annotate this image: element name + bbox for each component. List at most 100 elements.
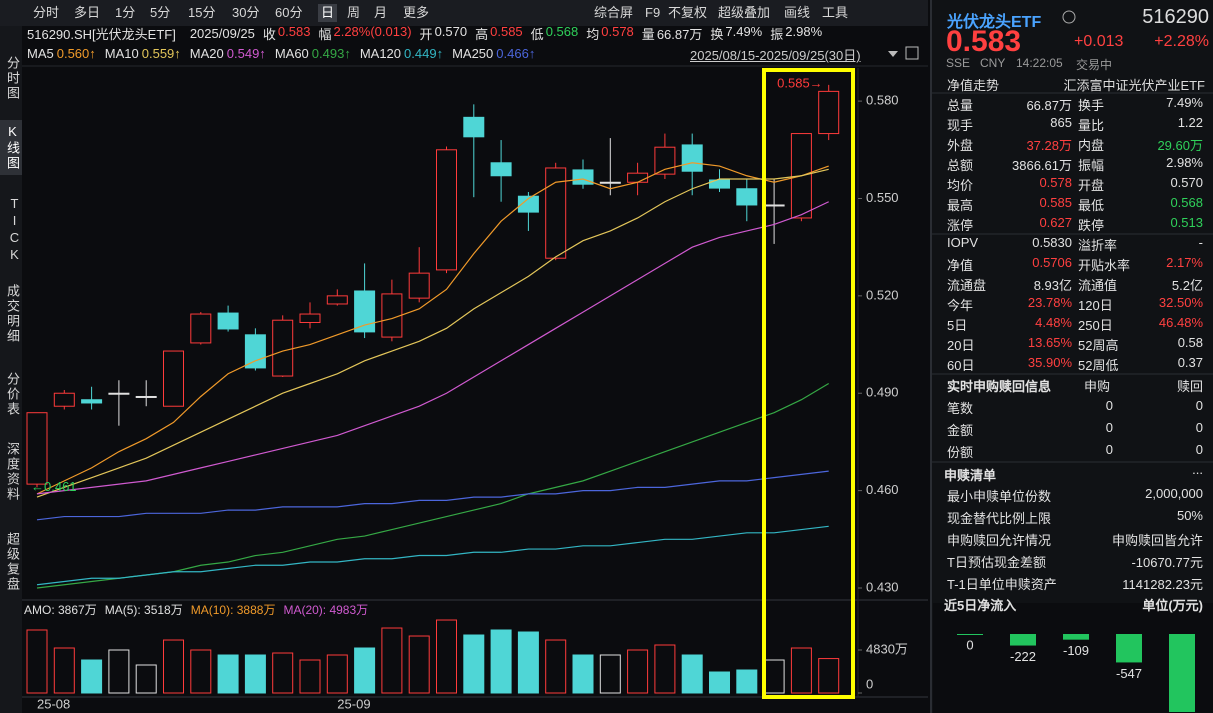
stat-value: 0.570 (1170, 175, 1203, 190)
range-dropdown[interactable] (888, 51, 898, 57)
stat-value: 1.22 (1177, 115, 1203, 130)
subscription-value: 0 (1105, 420, 1113, 435)
side-tab[interactable]: 深度资料 (5, 442, 20, 502)
volume-bar (517, 631, 539, 694)
volume-bar (190, 649, 212, 694)
volume-bar (326, 654, 348, 694)
period-button[interactable]: 日 (318, 4, 338, 22)
price-change-pct: +2.28% (1154, 33, 1209, 50)
period-button[interactable]: 周 (347, 5, 361, 20)
tool-button[interactable]: 超级叠加 (718, 5, 771, 20)
stat-value: 7.49% (1166, 95, 1203, 110)
stat-label: 均价 (947, 178, 974, 193)
stat-label: 流通盘 (947, 278, 987, 293)
volume-bar (408, 635, 430, 694)
ma-legend-item: MA250 0.466↑ (452, 46, 535, 61)
tool-button[interactable]: 不复权 (668, 5, 708, 20)
ma-line (36, 470, 829, 521)
period-button[interactable]: 15分 (188, 5, 216, 20)
volume-bar (654, 644, 676, 694)
volume-bar (763, 659, 785, 694)
info-item: 开 0.570 (420, 24, 468, 43)
info-value: 0.585 (490, 23, 523, 39)
inflow-value: -222 (1010, 649, 1036, 664)
inflow-title: 近5日净流入 (944, 598, 1017, 613)
candle-body (709, 179, 730, 189)
side-tab[interactable]: TICK (7, 196, 22, 264)
stat-value: 865 (1050, 115, 1072, 130)
basket-value: -10670.77元 (1131, 555, 1203, 570)
tool-button[interactable]: 画线 (784, 5, 811, 20)
ma-line (36, 168, 829, 498)
basket-label: 申购赎回允许情况 (947, 533, 1052, 548)
basket-value: 2,000,000 (1145, 486, 1203, 501)
stat-value: 0.568 (1170, 195, 1203, 210)
stat-label: 外盘 (947, 138, 974, 153)
min-annotation: ←0.461 (31, 479, 77, 494)
period-button[interactable]: 多日 (74, 5, 101, 20)
subscription-value: 0 (1195, 398, 1203, 413)
period-button[interactable]: 5分 (150, 5, 171, 20)
subscription-header: 赎回 (1176, 379, 1203, 394)
side-tab[interactable]: 分时图 (5, 56, 20, 101)
stat-value: 37.28万 (1026, 138, 1072, 153)
candle-body (53, 392, 75, 407)
y-tick-label: 0.430 (866, 579, 899, 594)
volume-bar (217, 654, 239, 694)
tool-button[interactable]: F9 (645, 5, 661, 20)
period-button[interactable]: 月 (374, 5, 388, 20)
info-label: 均 (586, 26, 600, 42)
volume-bar (53, 647, 75, 694)
side-tab[interactable]: 分价表 (5, 372, 20, 417)
info-icon[interactable] (1062, 10, 1076, 24)
stat-value: 3866.61万 (1012, 158, 1072, 173)
ma-legend-item: MA60 0.493↑ (275, 46, 351, 61)
date-range[interactable]: 2025/08/15-2025/09/25(30日) (690, 48, 861, 63)
candle-body (26, 412, 48, 485)
y-tick-label: 0.580 (866, 93, 899, 108)
info-label: 量 (641, 26, 655, 42)
info-item: 收 0.583 (263, 24, 311, 43)
security-code: 516290.SH[光伏龙头ETF] (27, 26, 176, 42)
candle-body (736, 188, 758, 206)
info-item: 均 0.578 (586, 24, 634, 43)
stat-label: 今年 (947, 298, 974, 313)
tool-button[interactable]: 工具 (822, 5, 849, 20)
period-button[interactable]: 分时 (33, 5, 60, 20)
stat-label: 现手 (947, 118, 974, 133)
stat-label: 振幅 (1078, 158, 1105, 173)
stat-label: 52周低 (1078, 358, 1119, 373)
basket-value: 申购赎回皆允许 (1111, 533, 1203, 548)
period-button[interactable]: 1分 (115, 5, 136, 20)
ma-line (36, 201, 829, 495)
volume-legend: AMO: 3867万 MA(5): 3518万 MA(10): 3888万 MA(20… (24, 601, 368, 617)
side-tab[interactable]: 成交明细 (5, 284, 20, 344)
stat-label: IOPV (947, 235, 979, 250)
candle-body (135, 395, 157, 398)
fund-name: 汇添富中证光伏产业ETF (1063, 78, 1205, 93)
volume-legend-item: AMO: 3867万 (24, 602, 97, 617)
candle-body (818, 90, 840, 135)
period-button[interactable]: 更多 (403, 5, 430, 20)
candle-body (681, 144, 703, 172)
candle-body (654, 146, 676, 175)
stat-label: 最低 (1078, 198, 1105, 213)
side-tab[interactable]: 超级复盘 (5, 532, 20, 592)
info-label: 收 (262, 26, 276, 42)
quote-meta: CNY (980, 56, 1006, 70)
ma-name: MA20 (189, 45, 224, 61)
tool-button[interactable]: 综合屏 (594, 5, 634, 20)
basket-label: T-1日单位申赎资产 (947, 577, 1057, 592)
candle-body (545, 167, 567, 259)
basket-value: 50% (1176, 508, 1203, 523)
volume-bar (381, 627, 403, 694)
period-button[interactable]: 60分 (275, 5, 303, 20)
volume-bar (736, 669, 758, 694)
basket-value: 1141282.23元 (1122, 577, 1203, 592)
range-icon[interactable] (905, 46, 919, 60)
side-tab[interactable]: K线图 (0, 120, 22, 175)
stat-value: 23.78% (1027, 295, 1072, 310)
security-code: 516290 (1142, 6, 1209, 28)
price-change: +0.013 (1074, 33, 1124, 50)
period-button[interactable]: 30分 (232, 5, 260, 20)
